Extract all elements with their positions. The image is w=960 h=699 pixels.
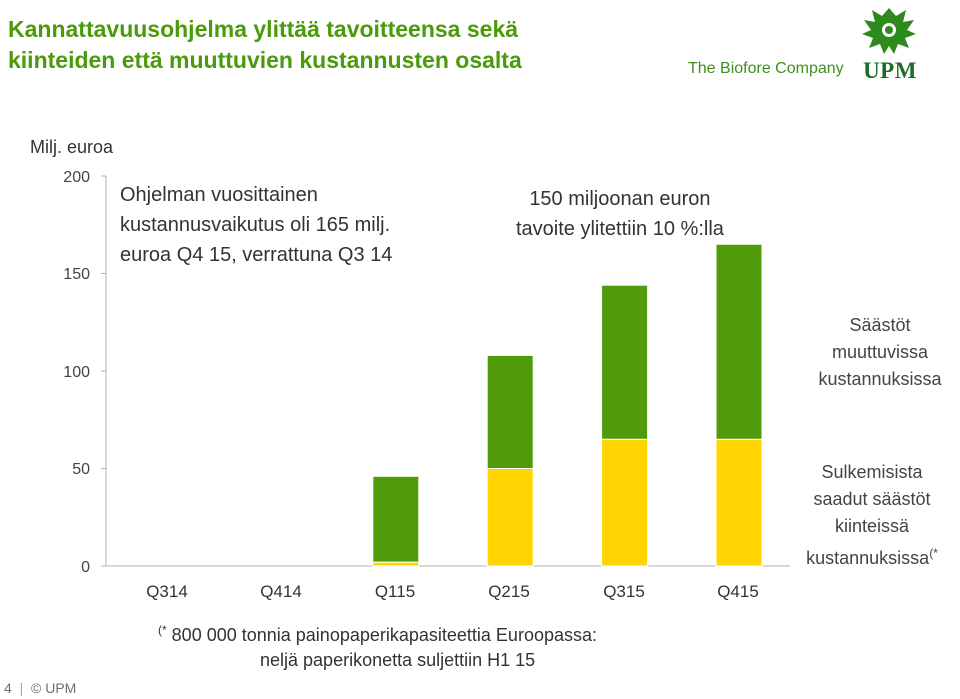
title-line-1: Kannattavuusohjelma ylittää tavoitteensa… <box>8 16 519 42</box>
bar-Q215-fixed <box>486 468 534 567</box>
footnote-text-1: 800 000 tonnia painopaperikapasiteettia … <box>166 625 597 645</box>
griffin-logo-icon <box>862 8 916 54</box>
y-tick-label: 50 <box>72 461 90 478</box>
bar-Q115-fixed <box>372 561 420 567</box>
y-tick-label: 0 <box>81 559 90 576</box>
page-footer: 4 | © UPM <box>4 680 76 696</box>
bar-Q415-fixed <box>715 438 763 567</box>
x-tick-label: Q314 <box>146 582 188 601</box>
bar-Q415-variable <box>715 243 763 440</box>
y-axis-tick-marks <box>101 175 106 567</box>
y-tick-label: 100 <box>63 364 90 381</box>
footnote-marker: (* <box>929 546 938 560</box>
footnote-marker: (* <box>158 623 167 637</box>
annotation-right-line-1: 150 miljoonan euron <box>529 188 711 210</box>
footer-divider: | <box>15 680 28 696</box>
bar-Q315-variable <box>601 284 649 440</box>
x-tick-label: Q215 <box>488 582 530 601</box>
footer-copyright: © UPM <box>31 680 77 696</box>
footnote: (* 800 000 tonnia painopaperikapasiteett… <box>158 618 597 673</box>
tagline: The Biofore Company <box>688 60 844 77</box>
footnote-line-2: neljä paperikonetta suljettiin H1 15 <box>260 650 536 670</box>
y-tick-label: 200 <box>63 169 90 186</box>
annotation-left-line-1: Ohjelman vuosittainen <box>120 184 318 206</box>
legend-variable-line-1: Säästöt <box>849 315 911 335</box>
bar-Q215-variable <box>486 354 534 469</box>
y-axis-ticks: 200 150 100 50 0 <box>63 169 90 576</box>
footnote-line-1: (* 800 000 tonnia painopaperikapasiteett… <box>158 618 597 648</box>
legend-variable-costs: Säästöt muuttuvissa kustannuksissa <box>796 312 960 393</box>
legend-variable-line-2: muuttuvissa <box>831 342 929 362</box>
legend-fixed-line-4: kustannuksissa(* <box>784 540 960 572</box>
bar-Q315-fixed <box>601 438 649 567</box>
slide-title: Kannattavuusohjelma ylittää tavoitteensa… <box>8 14 668 76</box>
bar-series <box>372 243 763 567</box>
x-tick-label: Q415 <box>717 582 759 601</box>
annotation-right-line-2: tavoite ylitettiin 10 %:lla <box>516 218 724 240</box>
legend-fixed-line-2: saadut säästöt <box>813 489 931 509</box>
bar-Q115-variable <box>372 475 420 563</box>
x-tick-label: Q115 <box>375 582 415 601</box>
legend-fixed-costs: Sulkemisista saadut säästöt kiinteissä k… <box>784 459 960 572</box>
brand-wordmark: UPM <box>863 58 917 83</box>
x-tick-label: Q315 <box>603 582 645 601</box>
y-tick-label: 150 <box>63 266 90 283</box>
x-axis-labels: Q314 Q414 Q115 Q215 Q315 Q415 <box>146 582 759 601</box>
title-line-2: kiinteiden että muuttuvien kustannusten … <box>8 47 522 73</box>
annotation-right: 150 miljoonan euron tavoite ylitettiin 1… <box>516 184 724 244</box>
y-axis-unit-label: Milj. euroa <box>30 137 114 157</box>
annotation-left-line-3: euroa Q4 15, verrattuna Q3 14 <box>120 244 393 266</box>
page-number: 4 <box>4 680 12 696</box>
legend-variable-line-3: kustannuksissa <box>818 369 942 389</box>
legend-fixed-line-3: kiinteissä <box>834 516 910 536</box>
annotation-left: Ohjelman vuosittainen kustannusvaikutus … <box>120 180 392 270</box>
legend-fixed-line-1: Sulkemisista <box>821 462 923 482</box>
legend-fixed-text: kustannuksissa <box>806 548 930 568</box>
x-tick-label: Q414 <box>260 582 302 601</box>
annotation-left-line-2: kustannusvaikutus oli 165 milj. <box>120 214 391 236</box>
